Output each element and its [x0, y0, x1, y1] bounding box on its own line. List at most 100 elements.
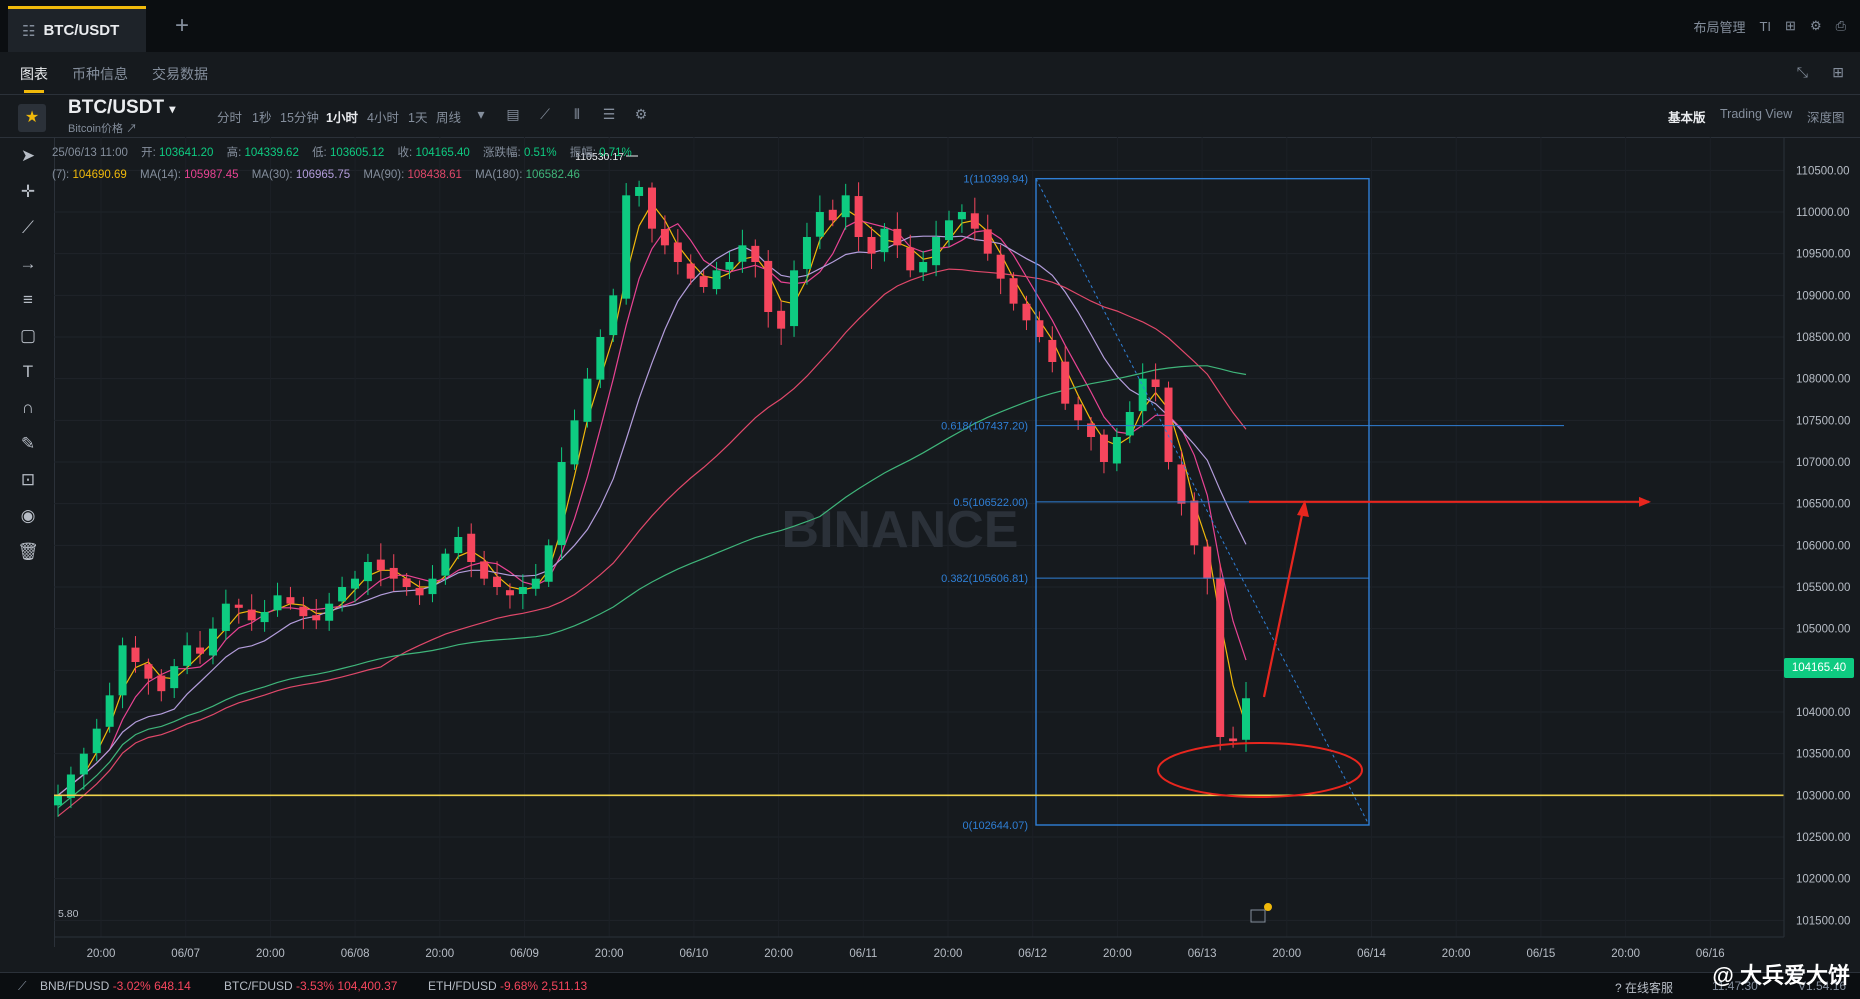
shape-tool-icon[interactable]: ▢: [19, 326, 37, 345]
interval-weekly[interactable]: 周线: [436, 111, 462, 125]
candle-body: [363, 562, 372, 582]
app-version: V1.54.16: [1798, 979, 1847, 993]
candle-body: [338, 587, 347, 602]
layout-manager-button[interactable]: 布局管理: [1693, 19, 1746, 35]
templates-icon[interactable]: ☰: [602, 106, 616, 122]
low-value: 103605.12: [329, 147, 385, 159]
pencil-icon[interactable]: ✎: [20, 434, 36, 453]
candle-body: [815, 212, 824, 237]
candle-body: [970, 213, 979, 229]
crosshair-icon[interactable]: ✛: [20, 182, 36, 201]
lock-icon[interactable]: ⊡: [20, 470, 36, 489]
fib-tool-icon[interactable]: ≡: [23, 290, 33, 309]
symbol-name: BTC/USDT: [68, 97, 165, 118]
window-tabbar: ☷ BTC/USDT + 布局管理 TI ⊞ ⚙ ⎙: [0, 0, 1860, 53]
gear-icon[interactable]: ⚙: [1809, 18, 1822, 33]
time-tick-label: 06/11: [849, 948, 877, 960]
candle-body: [1022, 303, 1031, 321]
candle-body: [1125, 412, 1134, 436]
interval-1d[interactable]: 1天: [408, 111, 428, 125]
price-axis[interactable]: 110500.00 110000.00 109500.00 109000.00 1085…: [1783, 137, 1850, 937]
favorite-star-icon[interactable]: ★: [18, 104, 46, 132]
add-tab-button[interactable]: +: [174, 12, 189, 39]
interval-15m[interactable]: 15分钟: [280, 111, 319, 125]
annotations[interactable]: [1157, 496, 1651, 923]
ticker-eth[interactable]: ETH/FDUSD -9.68% 2,511.13: [428, 979, 587, 993]
trash-icon[interactable]: 🗑: [17, 542, 39, 561]
time-tick-label: 20:00: [595, 948, 624, 960]
ticker-change: -3.53%: [296, 979, 335, 993]
cursor-arrow-icon[interactable]: ➤: [20, 146, 36, 165]
candle-body: [777, 310, 786, 329]
time-axis[interactable]: 20:00 06/07 20:00 06/08 20:00 06/09 20:00 06/10…: [54, 908, 1784, 960]
arrow-tool-icon[interactable]: →: [19, 254, 37, 273]
ticker-price: 104,400.37: [337, 979, 398, 993]
tab-chart[interactable]: 图表: [20, 66, 48, 82]
eye-icon[interactable]: ◉: [20, 506, 36, 525]
fib-level-label: 0.618(107437.20): [941, 421, 1028, 433]
interval-1h[interactable]: 1小时: [326, 111, 358, 125]
tab-coin-info[interactable]: 币种信息: [72, 66, 128, 82]
candle-body: [1009, 278, 1018, 304]
tab-btc-usdt[interactable]: ☷ BTC/USDT: [8, 6, 146, 52]
magnet-icon[interactable]: ∩: [21, 398, 35, 417]
change-value: 0.51%: [523, 147, 557, 159]
interval-1s[interactable]: 1秒: [252, 111, 272, 125]
ticker-btc[interactable]: BTC/FDUSD -3.53% 104,400.37: [224, 979, 397, 993]
time-tick-label: 06/12: [1018, 948, 1047, 960]
more-intervals-icon[interactable]: ▾: [477, 106, 485, 122]
drawing-toolbar: ➤ ✛ ⟋ → ≡ ▢ T ∩ ✎ ⊡ ◉ 🗑: [0, 137, 55, 947]
indicator-icon[interactable]: ⟋: [540, 106, 550, 122]
text-tool-icon[interactable]: T: [22, 362, 34, 381]
ma14-value: 105987.45: [184, 169, 239, 181]
calendar-icon[interactable]: ▤: [506, 106, 520, 122]
interval-4h[interactable]: 4小时: [367, 111, 399, 125]
view-depth[interactable]: 深度图: [1807, 111, 1845, 125]
price-tick-label: 106000.00: [1796, 540, 1850, 552]
time-tick-label: 06/14: [1357, 948, 1386, 960]
candle-body: [66, 774, 75, 798]
tab-trade-data[interactable]: 交易数据: [152, 66, 208, 82]
candle-body: [1164, 387, 1173, 462]
candle-body: [673, 242, 682, 262]
candle-body: [1138, 378, 1147, 412]
grid-icon[interactable]: ⊞: [1785, 18, 1796, 33]
interval-timeline[interactable]: 分时: [217, 111, 243, 125]
price-chart[interactable]: BINANCE 1(110399.94) 0.618(107437.20) 0.5(…: [54, 137, 1860, 972]
symbol-subtitle[interactable]: Bitcoin价格 ↗: [68, 123, 138, 135]
ticker-bnb[interactable]: BNB/FDUSD -3.02% 648.14: [40, 979, 191, 993]
candle-body: [131, 647, 140, 662]
subtab-bar: 图表 币种信息 交易数据 ⤡ ⊞: [0, 52, 1860, 95]
trend-line-icon[interactable]: ⟋: [22, 218, 34, 237]
candle-body: [92, 728, 101, 754]
support-chat-link[interactable]: ? 在线客服: [1615, 979, 1673, 996]
layout-icon[interactable]: ⊞: [1832, 64, 1844, 80]
candle-body: [183, 645, 192, 666]
rebound-arrow-line: [1262, 509, 1305, 698]
candle-type-icon[interactable]: ⫴: [574, 106, 580, 122]
fib-level-label: 0.382(105606.81): [941, 573, 1028, 585]
candle-body: [699, 276, 708, 287]
screenshot-icon[interactable]: ⎙: [1835, 18, 1846, 33]
symbol-selector[interactable]: BTC/USDT ▾: [68, 97, 175, 119]
candle-body: [531, 578, 540, 589]
ticker-price: 2,511.13: [541, 979, 588, 993]
settings-gear-icon[interactable]: ⚙: [634, 106, 648, 122]
view-tradingview[interactable]: Trading View: [1720, 107, 1793, 121]
candle-body: [919, 262, 928, 273]
fib-level-label: 1(110399.94): [963, 174, 1028, 186]
indicator-text-button[interactable]: TI: [1759, 18, 1772, 34]
time-tick-label: 20:00: [764, 948, 793, 960]
candle-body: [389, 567, 398, 579]
collapse-icon[interactable]: ⤡: [1796, 64, 1808, 80]
chart-toolbar: ★ BTC/USDT ▾ Bitcoin价格 ↗ 分时 1秒 15分钟 1小时 …: [0, 95, 1860, 138]
high-label: 高:: [226, 147, 242, 159]
candle-body: [544, 545, 553, 582]
candle-body: [957, 212, 966, 220]
candle-body: [751, 245, 760, 262]
time-tick-label: 20:00: [256, 948, 285, 960]
view-basic[interactable]: 基本版: [1668, 111, 1706, 125]
fibonacci-retracement[interactable]: 1(110399.94) 0.618(107437.20) 0.5(106522.0…: [575, 151, 1564, 832]
candle-body: [518, 587, 527, 595]
time-tick-label: 06/10: [680, 948, 709, 960]
